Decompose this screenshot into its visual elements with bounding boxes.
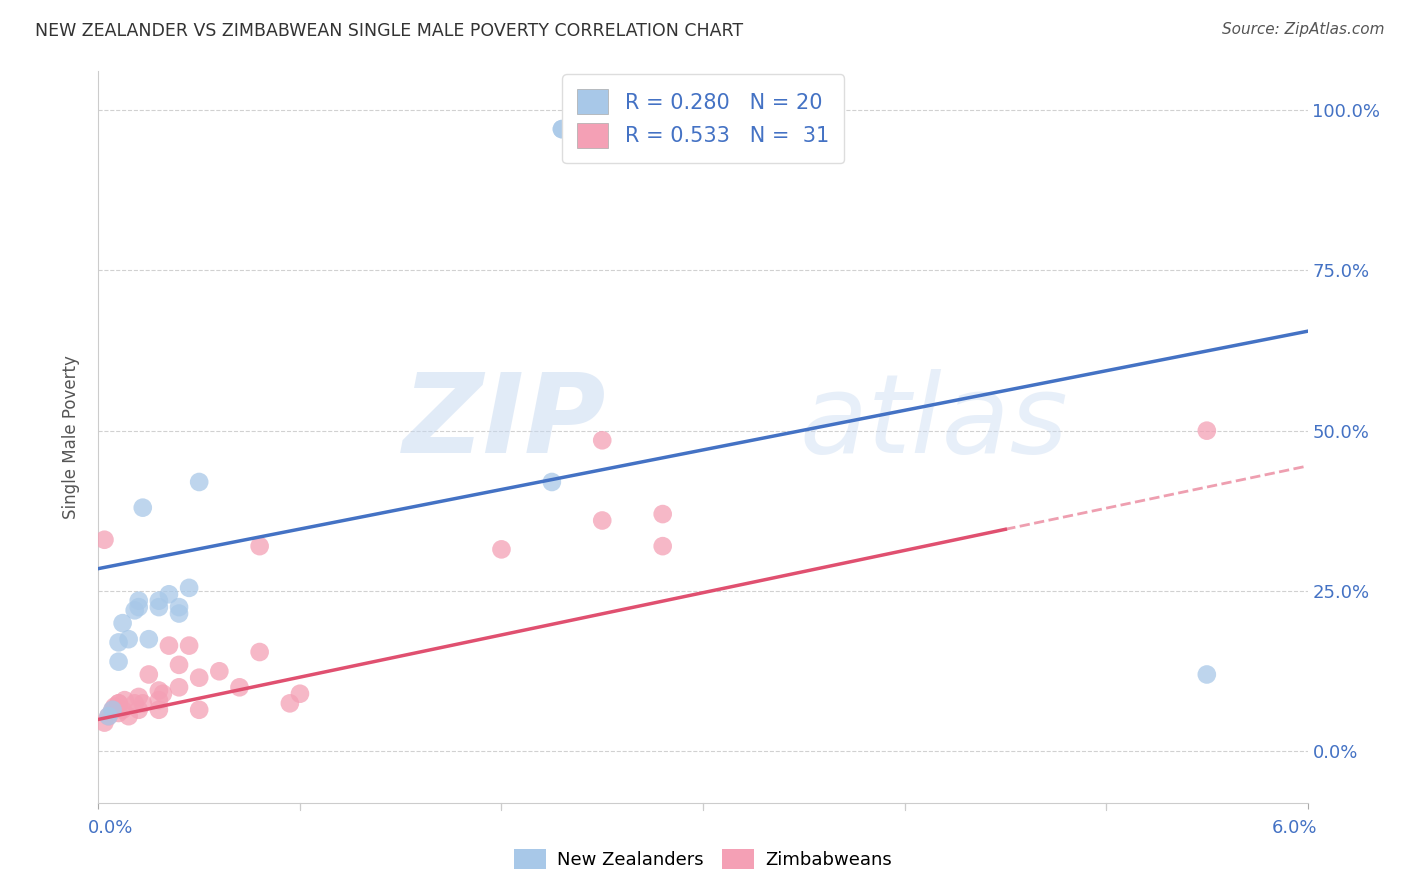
Point [188, 475, 211, 489]
Point [591, 434, 613, 448]
Point [167, 681, 190, 695]
Point [111, 616, 134, 631]
Point [148, 600, 170, 615]
Point [651, 507, 673, 521]
Point [107, 655, 129, 669]
Point [107, 697, 129, 711]
Point [148, 593, 170, 607]
Point [157, 639, 180, 653]
Point [101, 703, 124, 717]
Legend: R = 0.280   N = 20, R = 0.533   N =  31: R = 0.280 N = 20, R = 0.533 N = 31 [562, 74, 844, 163]
Point [138, 667, 160, 681]
Text: Source: ZipAtlas.com: Source: ZipAtlas.com [1222, 22, 1385, 37]
Point [107, 706, 129, 720]
Point [132, 500, 155, 515]
Point [278, 697, 301, 711]
Point [249, 645, 271, 659]
Point [124, 697, 146, 711]
Point [148, 683, 170, 698]
Point [103, 699, 125, 714]
Point [124, 603, 146, 617]
Point [157, 587, 180, 601]
Point [1195, 424, 1218, 438]
Point [97, 709, 120, 723]
Point [167, 657, 190, 672]
Point [148, 703, 170, 717]
Point [101, 703, 124, 717]
Point [128, 703, 150, 717]
Text: atlas: atlas [800, 369, 1069, 476]
Point [107, 635, 129, 649]
Point [118, 632, 141, 647]
Point [152, 687, 174, 701]
Legend: New Zealanders, Zimbabweans: New Zealanders, Zimbabweans [505, 839, 901, 879]
Point [228, 681, 250, 695]
Point [188, 671, 211, 685]
Point [93, 715, 115, 730]
Point [148, 693, 170, 707]
Point [288, 687, 311, 701]
Point [93, 533, 115, 547]
Point [107, 697, 129, 711]
Point [208, 665, 231, 679]
Point [128, 690, 150, 704]
Point [551, 122, 574, 136]
Point [249, 539, 271, 553]
Text: 6.0%: 6.0% [1272, 819, 1317, 837]
Point [167, 600, 190, 615]
Point [97, 709, 120, 723]
Point [651, 539, 673, 553]
Point [1195, 667, 1218, 681]
Point [491, 542, 513, 557]
Point [540, 475, 562, 489]
Point [591, 514, 613, 528]
Point [551, 122, 574, 136]
Point [132, 697, 155, 711]
Y-axis label: Single Male Poverty: Single Male Poverty [62, 355, 80, 519]
Text: 0.0%: 0.0% [89, 819, 134, 837]
Point [179, 581, 201, 595]
Text: NEW ZEALANDER VS ZIMBABWEAN SINGLE MALE POVERTY CORRELATION CHART: NEW ZEALANDER VS ZIMBABWEAN SINGLE MALE … [35, 22, 744, 40]
Text: ZIP: ZIP [402, 369, 606, 476]
Point [111, 703, 134, 717]
Point [138, 632, 160, 647]
Point [128, 600, 150, 615]
Point [114, 693, 136, 707]
Point [167, 607, 190, 621]
Point [179, 639, 201, 653]
Point [118, 709, 141, 723]
Point [188, 703, 211, 717]
Point [128, 593, 150, 607]
